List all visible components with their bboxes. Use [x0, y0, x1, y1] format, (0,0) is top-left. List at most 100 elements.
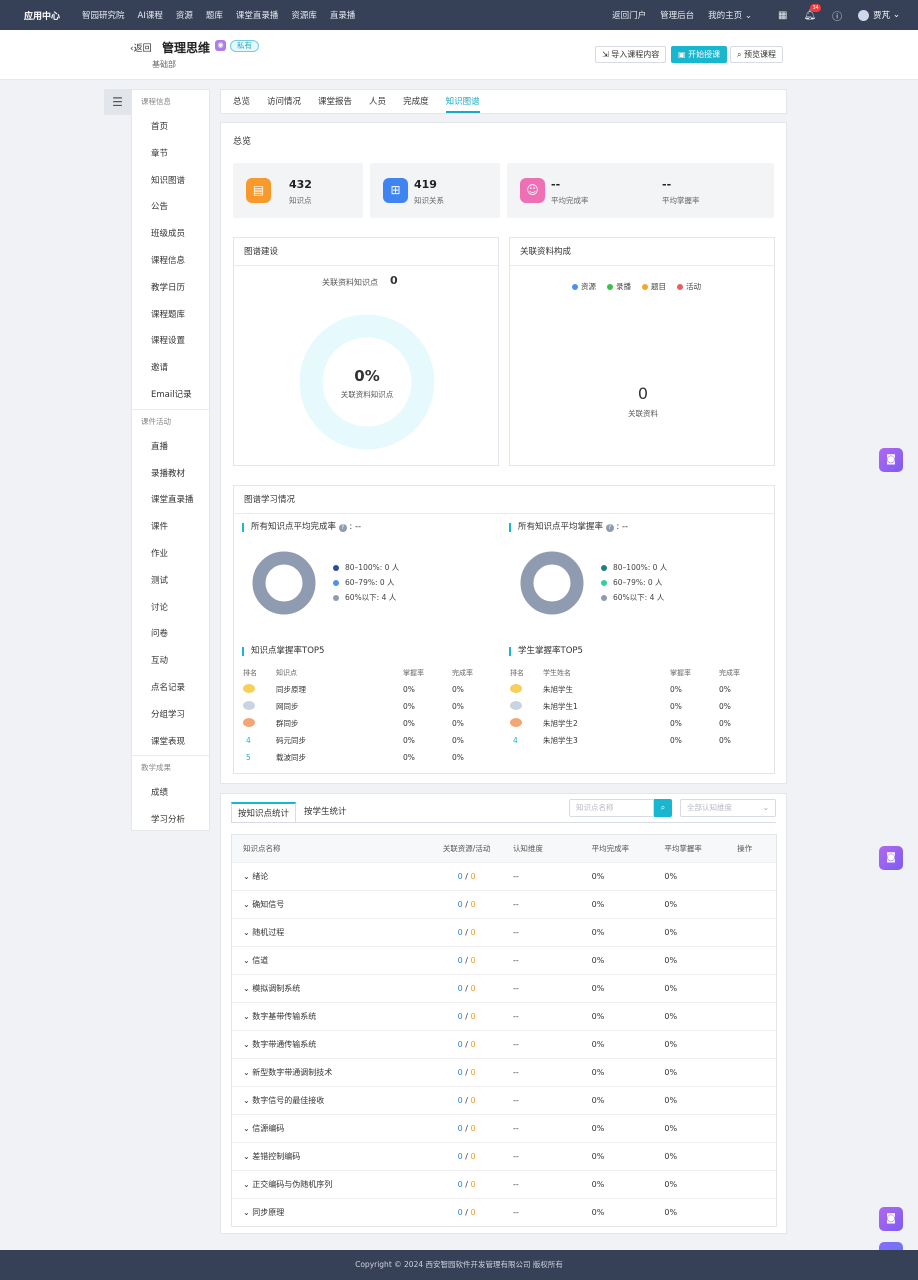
- search-button[interactable]: ⌕: [654, 799, 672, 817]
- resource-count[interactable]: 0: [457, 1096, 463, 1105]
- resource-count[interactable]: 0: [457, 1040, 463, 1049]
- preview-course-button[interactable]: ⌕ 预览课程: [730, 46, 784, 63]
- table-row[interactable]: ⌄ 绪论 0 / 0 -- 0% 0%: [232, 862, 776, 890]
- sidebar-item-calendar[interactable]: 教学日历: [151, 282, 186, 293]
- sidebar-item-survey[interactable]: 问卷: [151, 629, 169, 640]
- sidebar-item-email-log[interactable]: Email记录: [151, 389, 192, 400]
- sidebar-item-homework[interactable]: 作业: [151, 548, 169, 559]
- activity-count[interactable]: 0: [470, 956, 476, 965]
- sidebar-item-analytics[interactable]: 学习分析: [151, 815, 186, 826]
- resource-count[interactable]: 0: [457, 1180, 463, 1189]
- table-row[interactable]: ⌄ 数字带通传输系统 0 / 0 -- 0% 0%: [232, 1030, 776, 1058]
- import-content-button[interactable]: ⇲ 导入课程内容: [595, 46, 667, 63]
- table-row[interactable]: ⌄ 数字基带传输系统 0 / 0 -- 0% 0%: [232, 1002, 776, 1030]
- help-icon[interactable]: ⓘ: [832, 11, 843, 23]
- nav-item[interactable]: 资源库: [291, 11, 317, 21]
- activity-count[interactable]: 0: [470, 1152, 476, 1161]
- portal-link[interactable]: 返回门户: [612, 11, 647, 21]
- sidebar-item-question-bank[interactable]: 课程题库: [151, 309, 186, 320]
- activity-count[interactable]: 0: [470, 1040, 476, 1049]
- table-row[interactable]: ⌄ 正交编码与伪随机序列 0 / 0 -- 0% 0%: [232, 1170, 776, 1198]
- tab-overview[interactable]: 总览: [233, 97, 251, 107]
- tab-by-knowledge-point[interactable]: 按知识点统计: [231, 802, 297, 823]
- sidebar-item-class-members[interactable]: 班级成员: [151, 229, 186, 240]
- table-row[interactable]: ⌄ 模拟调制系统 0 / 0 -- 0% 0%: [232, 974, 776, 1002]
- sidebar-item-course-settings[interactable]: 课程设置: [151, 336, 186, 347]
- table-row[interactable]: ⌄ 随机过程 0 / 0 -- 0% 0%: [232, 918, 776, 946]
- chevron-down-icon[interactable]: ⌄: [243, 1040, 250, 1049]
- activity-count[interactable]: 0: [470, 1208, 476, 1217]
- tab-by-student[interactable]: 按学生统计: [304, 807, 347, 817]
- table-row[interactable]: ⌄ 信道 0 / 0 -- 0% 0%: [232, 946, 776, 974]
- activity-count[interactable]: 0: [470, 1012, 476, 1021]
- activity-count[interactable]: 0: [470, 1180, 476, 1189]
- sidebar-item-group-learning[interactable]: 分组学习: [151, 709, 186, 720]
- activity-count[interactable]: 0: [470, 928, 476, 937]
- nav-item[interactable]: 题库: [205, 11, 223, 21]
- sidebar-item-performance[interactable]: 课堂表现: [151, 736, 186, 747]
- resource-count[interactable]: 0: [457, 872, 463, 881]
- bell-icon[interactable]: 🔔︎ 34: [803, 3, 821, 21]
- app-center-link[interactable]: 应用中心: [24, 11, 61, 22]
- resource-count[interactable]: 0: [457, 956, 463, 965]
- chevron-down-icon[interactable]: ⌄: [243, 900, 250, 909]
- sidebar-item-discussion[interactable]: 讨论: [151, 602, 169, 613]
- activity-count[interactable]: 0: [470, 872, 476, 881]
- sidebar-item-live[interactable]: 直播: [151, 441, 169, 452]
- sidebar-item-classroom-live[interactable]: 课堂直录播: [151, 495, 194, 506]
- nav-item[interactable]: 智园研究院: [82, 11, 125, 21]
- sidebar-item-course-info[interactable]: 课程信息: [151, 255, 186, 266]
- sidebar-item-knowledge-graph[interactable]: 知识图谱: [151, 175, 186, 186]
- resource-count[interactable]: 0: [457, 984, 463, 993]
- tab-class-report[interactable]: 课堂报告: [318, 97, 353, 107]
- back-button[interactable]: ‹返回: [130, 41, 152, 54]
- chevron-down-icon[interactable]: ⌄: [243, 1068, 250, 1077]
- resource-count[interactable]: 0: [457, 1068, 463, 1077]
- activity-count[interactable]: 0: [470, 1068, 476, 1077]
- table-row[interactable]: ⌄ 确知信号 0 / 0 -- 0% 0%: [232, 890, 776, 918]
- robot-assistant-icon[interactable]: ◙: [879, 1207, 903, 1231]
- cognitive-dimension-select[interactable]: 全部认知维度 ⌄: [680, 799, 776, 817]
- start-teaching-button[interactable]: ▣ 开始授课: [671, 46, 728, 63]
- sidebar-item-recorded[interactable]: 录播教材: [151, 468, 186, 479]
- tab-completion[interactable]: 完成度: [403, 97, 429, 107]
- my-home-link[interactable]: 我的主页 ⌄: [708, 9, 752, 21]
- tab-people[interactable]: 人员: [369, 97, 387, 107]
- chevron-down-icon[interactable]: ⌄: [243, 1180, 250, 1189]
- sidebar-item-chapters[interactable]: 章节: [151, 148, 169, 159]
- tab-knowledge-graph[interactable]: 知识图谱: [445, 90, 480, 113]
- sidebar-item-announcements[interactable]: 公告: [151, 202, 169, 213]
- admin-link[interactable]: 管理后台: [660, 11, 695, 21]
- help-icon[interactable]: ?: [605, 524, 614, 532]
- help-icon[interactable]: ?: [338, 524, 347, 532]
- resource-count[interactable]: 0: [457, 1124, 463, 1133]
- sidebar-item-attendance[interactable]: 点名记录: [151, 682, 186, 693]
- chevron-down-icon[interactable]: ⌄: [243, 928, 250, 937]
- nav-item[interactable]: AI课程: [137, 11, 163, 21]
- nav-item[interactable]: 资源: [175, 11, 193, 21]
- calendar-icon[interactable]: ▦: [778, 9, 788, 21]
- resource-count[interactable]: 0: [457, 900, 463, 909]
- table-row[interactable]: ⌄ 数字信号的最佳接收 0 / 0 -- 0% 0%: [232, 1086, 776, 1114]
- activity-count[interactable]: 0: [470, 1096, 476, 1105]
- activity-count[interactable]: 0: [470, 984, 476, 993]
- resource-count[interactable]: 0: [457, 1152, 463, 1161]
- resource-count[interactable]: 0: [457, 1208, 463, 1217]
- activity-count[interactable]: 0: [470, 1124, 476, 1133]
- table-row[interactable]: ⌄ 差错控制编码 0 / 0 -- 0% 0%: [232, 1142, 776, 1170]
- sidebar-item-test[interactable]: 测试: [151, 575, 169, 586]
- resource-count[interactable]: 0: [457, 1012, 463, 1021]
- table-row[interactable]: ⌄ 同步原理 0 / 0 -- 0% 0%: [232, 1198, 776, 1226]
- chevron-down-icon[interactable]: ⌄: [243, 1012, 250, 1021]
- chevron-down-icon[interactable]: ⌄: [243, 956, 250, 965]
- user-menu[interactable]: 贾芃 ⌄: [858, 9, 900, 21]
- table-row[interactable]: ⌄ 信源编码 0 / 0 -- 0% 0%: [232, 1114, 776, 1142]
- sidebar-item-home[interactable]: 首页: [151, 122, 169, 132]
- nav-item[interactable]: 直录播: [329, 11, 356, 21]
- search-input[interactable]: 知识点名称: [569, 799, 654, 817]
- chevron-down-icon[interactable]: ⌄: [243, 1124, 250, 1133]
- nav-item[interactable]: 课堂直录播: [235, 11, 279, 21]
- chevron-down-icon[interactable]: ⌄: [243, 1208, 250, 1217]
- menu-toggle-icon[interactable]: ☰: [104, 89, 131, 115]
- activity-count[interactable]: 0: [470, 900, 476, 909]
